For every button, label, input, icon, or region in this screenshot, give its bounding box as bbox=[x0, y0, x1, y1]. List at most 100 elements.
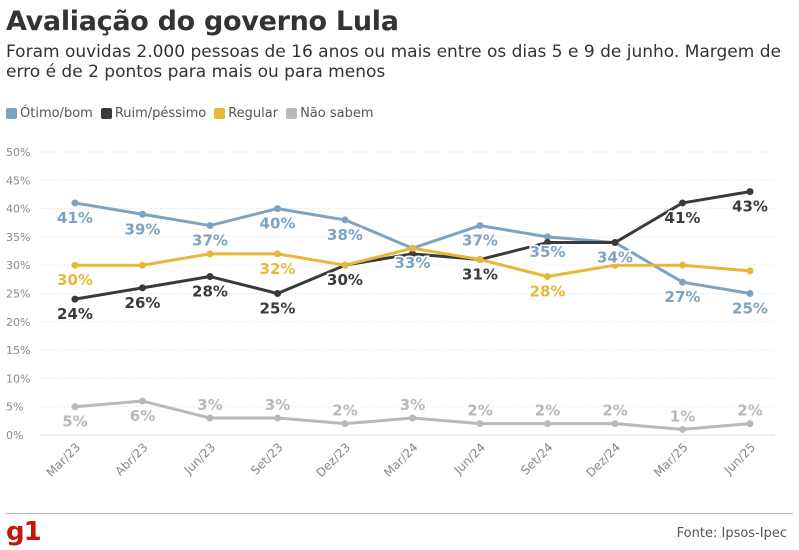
data-point-series-0 bbox=[679, 278, 686, 286]
x-tick-label: Jun/23 bbox=[181, 440, 219, 478]
data-label-series-0: 25% bbox=[732, 300, 768, 318]
data-label-series-1: 26% bbox=[125, 294, 161, 312]
data-point-series-1 bbox=[746, 188, 754, 196]
x-tick-label: Set/23 bbox=[248, 440, 285, 477]
legend-swatch-otimo-bom bbox=[6, 108, 17, 119]
legend-swatch-regular bbox=[214, 108, 226, 119]
x-tick-label: Jun/24 bbox=[451, 440, 489, 478]
data-label-series-1: 28% bbox=[192, 283, 228, 301]
data-point-series-0 bbox=[341, 216, 349, 224]
y-tick-label: 30% bbox=[6, 259, 30, 272]
data-point-series-0 bbox=[476, 222, 484, 230]
data-label-series-0: 37% bbox=[462, 232, 498, 250]
legend-label-regular: Regular bbox=[228, 106, 279, 121]
y-tick-label: 40% bbox=[6, 203, 30, 216]
y-tick-label: 15% bbox=[6, 344, 30, 357]
y-tick-label: 25% bbox=[6, 288, 30, 301]
data-point-series-3 bbox=[139, 397, 146, 405]
data-point-series-3 bbox=[409, 414, 416, 422]
data-label-series-1: 24% bbox=[57, 305, 93, 323]
data-label-series-0: 35% bbox=[530, 243, 566, 261]
data-point-series-3 bbox=[679, 425, 686, 433]
data-label-series-3: 2% bbox=[467, 402, 492, 420]
data-point-series-2 bbox=[71, 261, 79, 269]
data-point-series-1 bbox=[611, 239, 619, 247]
data-label-series-3: 2% bbox=[332, 402, 357, 420]
data-point-series-2 bbox=[274, 250, 281, 258]
x-tick-label: Dez/24 bbox=[583, 440, 623, 480]
chart-title: Avaliação do governo Lula bbox=[6, 6, 399, 37]
y-tick-label: 35% bbox=[6, 231, 30, 244]
y-tick-label: 45% bbox=[6, 174, 30, 187]
footer-divider bbox=[6, 513, 793, 514]
data-point-series-0 bbox=[206, 222, 214, 230]
data-label-series-2: 32% bbox=[260, 260, 296, 278]
data-label-series-3: 3% bbox=[197, 396, 222, 414]
data-point-series-1 bbox=[139, 284, 146, 292]
data-point-series-1 bbox=[679, 199, 686, 207]
legend-label-otimo-bom: Ótimo/bom bbox=[20, 106, 93, 121]
data-point-series-3 bbox=[71, 403, 79, 411]
data-point-series-1 bbox=[409, 250, 416, 258]
x-tick-label: Jun/25 bbox=[721, 440, 759, 478]
data-point-series-2 bbox=[409, 244, 416, 252]
data-point-series-3 bbox=[476, 420, 484, 428]
data-label-series-3: 2% bbox=[535, 402, 560, 420]
legend-label-nao-sabem: Não sabem bbox=[300, 106, 374, 121]
data-label-series-0: 27% bbox=[665, 288, 701, 306]
data-point-series-2 bbox=[679, 261, 686, 269]
data-label-series-1: 41% bbox=[665, 209, 701, 227]
x-tick-label: Abr/23 bbox=[112, 440, 150, 478]
y-tick-label: 20% bbox=[6, 316, 30, 329]
data-label-series-0: 38% bbox=[327, 226, 363, 244]
data-label-series-3: 2% bbox=[737, 402, 762, 420]
legend: Ótimo/bom Ruim/péssimo Regular Não sabem bbox=[6, 106, 374, 121]
data-point-series-3 bbox=[544, 420, 551, 428]
data-label-series-3: 3% bbox=[265, 396, 290, 414]
y-tick-label: 5% bbox=[6, 401, 23, 414]
data-label-series-1: 25% bbox=[260, 300, 296, 318]
line-chart: 0% 5% 10% 15% 20% 25% 30% 35% 40% 45% 50% Mar/23 Abr… bbox=[6, 146, 775, 480]
data-point-series-2 bbox=[544, 273, 551, 281]
data-point-series-1 bbox=[274, 290, 281, 297]
data-point-series-0 bbox=[544, 233, 551, 241]
x-tick-label: Set/24 bbox=[518, 440, 555, 477]
data-label-series-3: 6% bbox=[130, 407, 155, 425]
x-tick-label: Mar/24 bbox=[381, 440, 421, 480]
legend-swatch-ruim-pessimo bbox=[100, 108, 112, 119]
data-point-series-3 bbox=[274, 414, 281, 422]
data-point-series-2 bbox=[476, 256, 484, 264]
data-label-series-2: 28% bbox=[530, 283, 566, 301]
legend-item-nao-sabem: Não sabem bbox=[286, 106, 374, 121]
data-point-series-3 bbox=[746, 420, 754, 428]
data-label-series-3: 5% bbox=[62, 413, 87, 431]
data-point-series-0 bbox=[746, 290, 754, 297]
legend-item-otimo-bom: Ótimo/bom bbox=[6, 106, 93, 121]
data-point-series-2 bbox=[206, 250, 214, 258]
data-label-series-0: 37% bbox=[192, 232, 228, 250]
data-label-series-3: 3% bbox=[400, 396, 425, 414]
x-tick-label: Mar/23 bbox=[44, 440, 84, 480]
y-tick-label: 0% bbox=[6, 429, 23, 442]
g1-logo: g1 bbox=[6, 517, 42, 547]
data-label-series-1: 31% bbox=[462, 266, 498, 284]
data-label-series-0: 41% bbox=[57, 209, 93, 227]
data-point-series-0 bbox=[71, 199, 79, 207]
data-point-series-2 bbox=[746, 267, 754, 275]
data-label-series-0: 40% bbox=[260, 215, 296, 233]
data-point-series-3 bbox=[611, 420, 619, 428]
data-point-series-0 bbox=[139, 210, 146, 218]
data-label-series-2: 30% bbox=[57, 271, 93, 289]
data-point-series-0 bbox=[274, 205, 281, 213]
data-label-series-1: 43% bbox=[732, 198, 768, 216]
data-point-series-3 bbox=[206, 414, 214, 422]
legend-item-regular: Regular bbox=[214, 106, 278, 121]
x-tick-label: Dez/23 bbox=[313, 440, 353, 480]
legend-label-ruim-pessimo: Ruim/péssimo bbox=[114, 106, 207, 121]
data-point-series-2 bbox=[341, 261, 349, 269]
data-label-series-0: 39% bbox=[125, 220, 161, 238]
data-label-series-3: 1% bbox=[670, 407, 695, 425]
data-point-series-1 bbox=[206, 273, 214, 281]
data-point-series-2 bbox=[611, 261, 619, 269]
y-tick-label: 50% bbox=[6, 146, 30, 159]
